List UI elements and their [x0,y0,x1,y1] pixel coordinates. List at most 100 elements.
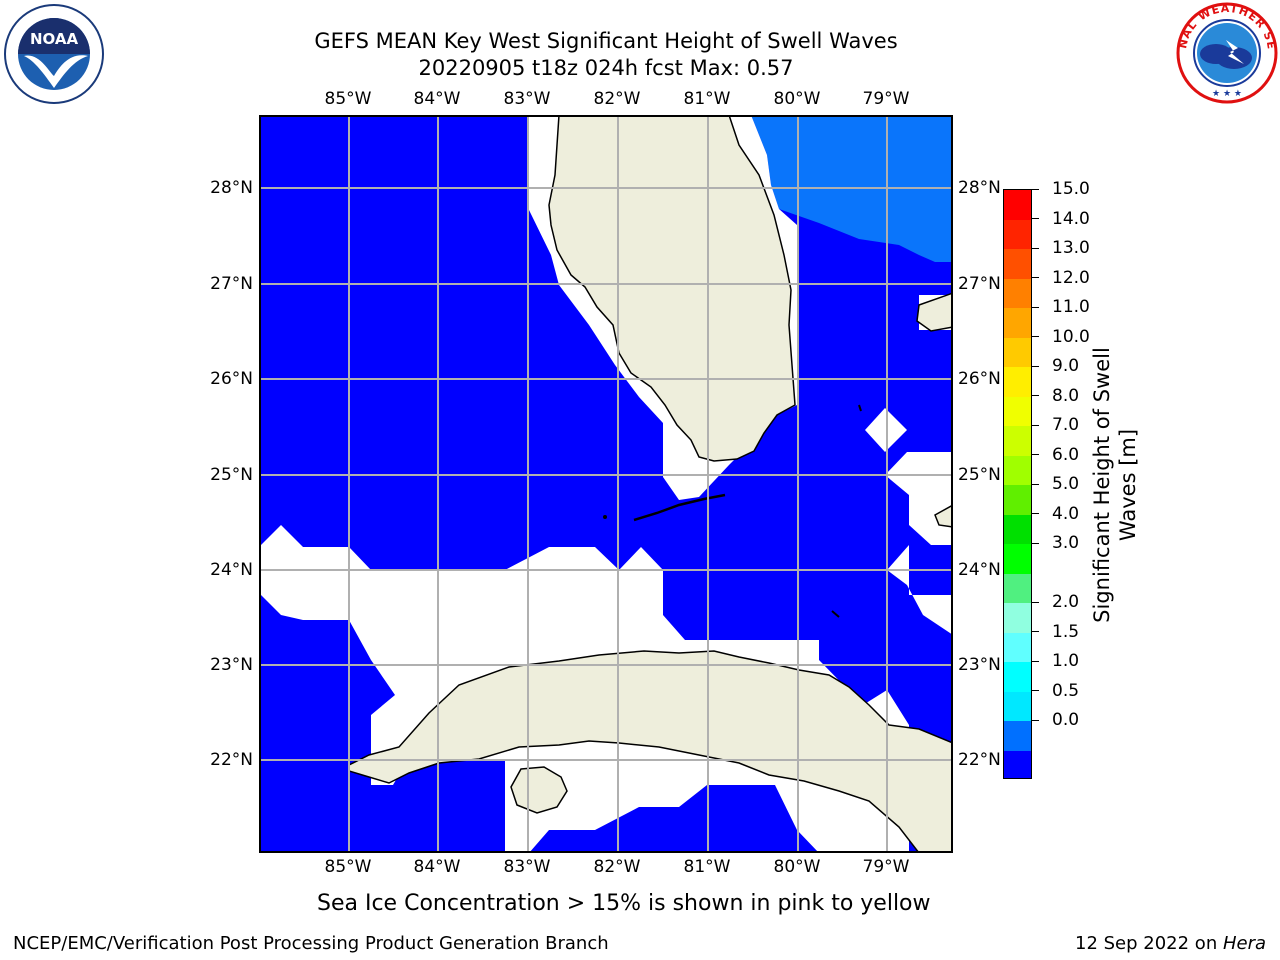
colorbar-segment [1004,278,1031,309]
colorbar-segment [1004,750,1031,778]
colorbar-tick-mark [1032,454,1039,455]
colorbar-tick-label: 13.0 [1052,238,1090,258]
lat-label-left-25: 25°N [210,465,253,485]
lon-label-bottom-82: 82°W [593,857,641,877]
colorbar [1003,189,1032,779]
colorbar-segment [1004,396,1031,427]
colorbar-label-line1: Significant Height of Swell [1090,347,1114,623]
lat-label-right-28: 28°N [958,178,1001,198]
chart-title-line2: 20220905 t18z 024h fcst Max: 0.57 [418,56,794,80]
colorbar-tick-mark [1032,218,1039,219]
colorbar-segment [1004,308,1031,338]
lat-label-left-27: 27°N [210,274,253,294]
colorbar-tick-label: 3.0 [1052,533,1080,553]
colorbar-tick-label: 15.0 [1052,179,1090,199]
chart-title-line1: GEFS MEAN Key West Significant Height of… [314,29,898,53]
swell-height-map [259,115,953,853]
lon-label-top-81: 81°W [683,89,731,109]
colorbar-axis-label: Significant Height of Swell Waves [m] [1089,285,1141,685]
colorbar-segment [1004,573,1031,604]
lon-label-bottom-79: 79°W [862,857,910,877]
lon-label-top-79: 79°W [862,89,910,109]
island-dash [858,404,862,412]
colorbar-segment [1004,337,1031,368]
colorbar-tick-mark [1032,660,1039,662]
colorbar-segment [1004,485,1031,515]
colorbar-tick-mark [1032,424,1039,426]
colorbar-tick-mark [1032,483,1039,485]
colorbar-label-line2: Waves [m] [1116,428,1140,542]
bahamas-land [916,292,953,332]
colorbar-segment [1004,603,1031,633]
florida-land [548,115,796,462]
colorbar-tick-mark [1032,336,1039,337]
colorbar-tick-mark [1032,247,1039,249]
lat-label-right-27: 27°N [958,274,1001,294]
colorbar-segment [1004,426,1031,456]
lat-label-right-22: 22°N [958,750,1001,770]
colorbar-tick-mark [1032,513,1039,514]
colorbar-tick-mark [1032,542,1039,544]
colorbar-segment [1004,544,1031,574]
colorbar-tick-mark [1032,601,1039,603]
footer-branch: NCEP/EMC/Verification Post Processing Pr… [13,933,609,954]
colorbar-tick-label: 11.0 [1052,297,1090,317]
lat-label-right-24: 24°N [958,560,1001,580]
colorbar-tick-label: 4.0 [1052,503,1080,524]
lat-label-left-28: 28°N [210,178,253,198]
lon-label-bottom-80: 80°W [773,857,821,877]
colorbar-segment [1004,190,1031,220]
lat-label-left-26: 26°N [210,369,253,389]
lon-label-bottom-85: 85°W [324,857,372,877]
colorbar-tick-label: 0.5 [1052,680,1080,701]
lat-label-left-23: 23°N [210,655,253,675]
colorbar-tick-label: 1.5 [1052,621,1080,642]
cuba-land [348,650,953,853]
lon-label-top-80: 80°W [773,89,821,109]
colorbar-segment [1004,662,1031,692]
colorbar-tick-mark [1032,188,1039,190]
colorbar-tick-label: 5.0 [1052,474,1080,494]
colorbar-segment [1004,691,1031,722]
lat-label-right-25: 25°N [958,465,1001,485]
lon-label-bottom-83: 83°W [503,857,551,877]
lon-label-bottom-84: 84°W [413,857,461,877]
colorbar-tick-mark [1032,365,1039,367]
footer-date: 12 Sep 2022 on Hera [1075,933,1266,955]
no-data-east [885,452,953,635]
colorbar-tick-label: 10.0 [1052,326,1090,347]
lon-label-top-83: 83°W [503,89,551,109]
lon-label-top-85: 85°W [324,89,372,109]
colorbar-tick-mark [1032,395,1039,396]
sea-ice-note: Sea Ice Concentration > 15% is shown in … [317,891,931,916]
florida-keys [633,493,726,522]
noaa-logo-text: NOAA [30,30,79,48]
colorbar-segment [1004,632,1031,663]
colorbar-tick-label: 8.0 [1052,385,1080,406]
noaa-logo-icon: NOAA [4,4,104,104]
colorbar-tick-mark [1032,631,1039,632]
lon-label-top-84: 84°W [413,89,461,109]
colorbar-tick-label: 7.0 [1052,415,1080,435]
colorbar-tick-label: 14.0 [1052,208,1090,229]
andros-land [934,504,953,528]
lat-label-left-22: 22°N [210,750,253,770]
colorbar-tick-label: 12.0 [1052,267,1090,288]
colorbar-segment [1004,367,1031,397]
colorbar-tick-label: 0.0 [1052,710,1080,730]
lat-label-right-23: 23°N [958,655,1001,675]
colorbar-segment [1004,455,1031,486]
colorbar-tick-label: 6.0 [1052,444,1080,465]
colorbar-tick-mark [1032,277,1039,278]
colorbar-tick-label: 9.0 [1052,356,1080,376]
footer-machine: Hera [1222,933,1266,954]
colorbar-tick-label: 2.0 [1052,592,1080,612]
colorbar-segment [1004,721,1031,751]
colorbar-segment [1004,219,1031,250]
lon-label-top-82: 82°W [593,89,641,109]
footer-date-text: 12 Sep 2022 on [1075,933,1223,954]
lon-label-bottom-81: 81°W [683,857,731,877]
island-dash [831,610,840,618]
map-frame [259,115,953,853]
colorbar-tick-mark [1032,690,1039,691]
